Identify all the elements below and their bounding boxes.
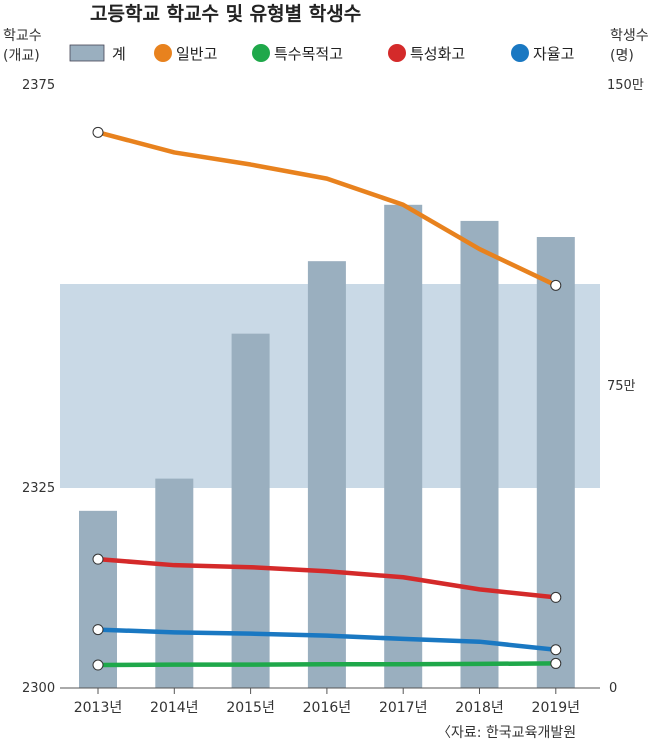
point-특수목적고-2019년 [550, 657, 562, 669]
point-일반고-2019년 [550, 279, 562, 291]
legend-label-total: 계 [112, 45, 126, 63]
legend-swatch-total [69, 44, 105, 62]
bar-2013년 [79, 510, 117, 688]
legend-label-general: 일반고 [176, 45, 217, 63]
line-series [92, 126, 562, 671]
right-axis-label-1: 학생수 [610, 28, 649, 44]
x-tick-label-2019년: 2019년 [532, 700, 581, 716]
point-특성화고-2013년 [92, 553, 104, 565]
bar-2014년 [155, 478, 194, 688]
left-axis-label-1: 학교수 [3, 28, 42, 44]
legend-dot-general [154, 44, 172, 62]
left-tick-2375: 2375 [22, 78, 55, 93]
x-tick-label-2013년: 2013년 [74, 700, 123, 716]
bar-series [79, 204, 575, 689]
right-tick-150: 150만 [607, 78, 644, 93]
left-axis-label-2: (개교) [3, 48, 40, 64]
x-tick-label-2014년: 2014년 [150, 700, 199, 716]
left-tick-2325: 2325 [22, 481, 55, 496]
right-axis-label-2: (명) [610, 48, 634, 64]
legend-label-autonomous: 자율고 [533, 45, 574, 63]
source-note: 〈자료: 한국교육개발원 [437, 725, 576, 741]
point-일반고-2013년 [92, 126, 104, 138]
chart-title: 고등학교 학교수 및 유형별 학생수 [90, 3, 361, 25]
line-특성화고 [95, 556, 559, 600]
legend-label-special-purpose: 특수목적고 [274, 45, 343, 63]
right-tick-0: 0 [609, 681, 617, 696]
point-특성화고-2019년 [550, 591, 562, 603]
bar-2016년 [307, 261, 346, 688]
legend-dot-specialized [388, 44, 406, 62]
bar-2018년 [460, 220, 499, 688]
line-자율고 [95, 627, 559, 652]
legend-label-specialized: 특성화고 [410, 45, 465, 63]
right-tick-75: 75만 [607, 379, 636, 394]
x-tick-label-2015년: 2015년 [226, 700, 275, 716]
x-tick-label-2016년: 2016년 [303, 700, 352, 716]
point-자율고-2019년 [550, 644, 562, 656]
point-특수목적고-2013년 [92, 659, 104, 671]
left-tick-2300: 2300 [22, 681, 55, 696]
line-특수목적고 [95, 661, 559, 668]
legend-dot-autonomous [511, 44, 529, 62]
x-axis-ticks: 2013년 2014년 2015년 2016년 2017년 2018년 2019년 [74, 688, 580, 716]
bar-2015년 [231, 333, 270, 688]
bar-2019년 [536, 237, 575, 688]
x-tick-label-2018년: 2018년 [455, 700, 504, 716]
legend-dot-special-purpose [252, 44, 270, 62]
x-tick-label-2017년: 2017년 [379, 700, 428, 716]
line-일반고 [95, 130, 559, 288]
legend: 계 일반고 특수목적고 특성화고 자율고 [69, 44, 574, 63]
bar-2017년 [384, 204, 423, 689]
point-자율고-2013년 [92, 624, 104, 636]
